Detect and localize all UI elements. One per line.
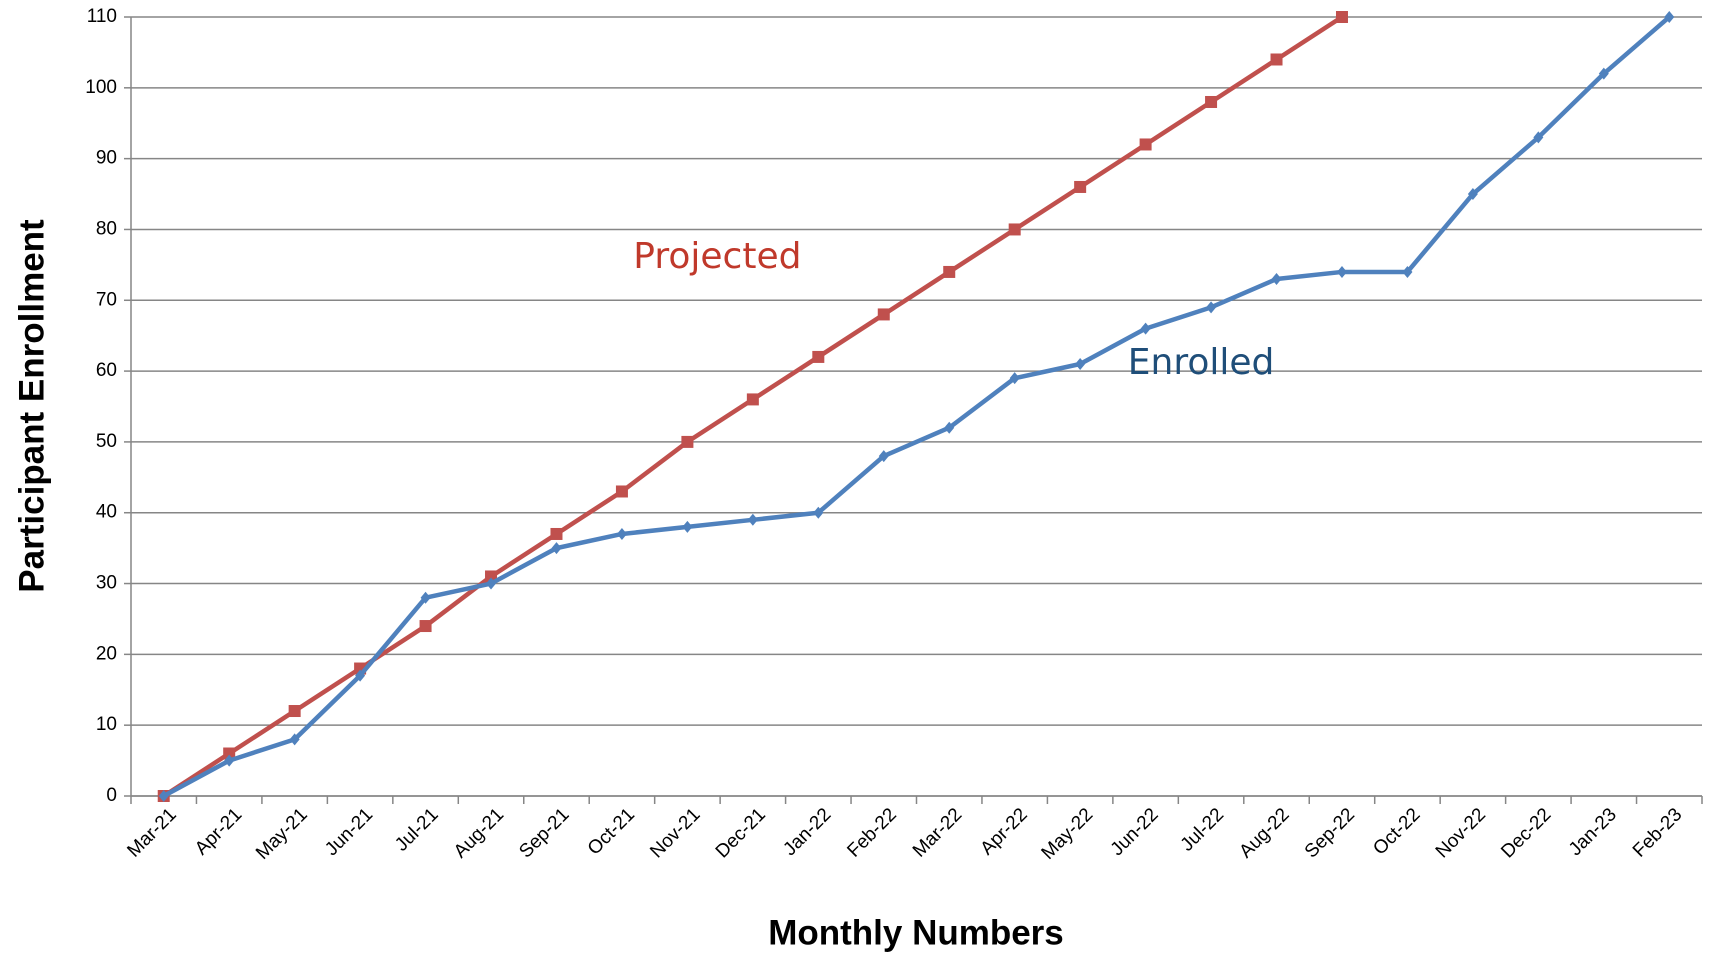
x-tick-label: Jan-22	[779, 804, 835, 860]
marker	[1074, 180, 1087, 193]
x-tick-label: Jan-23	[1565, 804, 1621, 860]
marker	[1335, 11, 1348, 23]
x-tick-label: Aug-22	[1235, 804, 1293, 862]
marker	[551, 542, 562, 555]
marker	[615, 485, 628, 498]
x-tick-label: Oct-21	[584, 804, 639, 859]
x-tick-label: Sep-22	[1301, 804, 1359, 862]
marker	[486, 577, 497, 590]
marker	[1336, 265, 1347, 278]
marker	[877, 308, 890, 321]
x-axis-title: Monthly Numbers	[768, 913, 1064, 952]
x-tick-label: Jun-22	[1107, 804, 1163, 860]
x-tick-label: Apr-22	[977, 804, 1032, 859]
marker	[1402, 265, 1413, 278]
y-tick-label: 60	[96, 360, 117, 381]
y-tick-label: 20	[96, 643, 117, 664]
marker	[1467, 188, 1478, 201]
marker	[1140, 322, 1151, 335]
marker	[1205, 95, 1218, 108]
y-tick-label: 30	[96, 573, 117, 594]
x-tick-label: Dec-22	[1497, 804, 1555, 862]
x-tick-label: Dec-21	[712, 804, 770, 862]
marker	[813, 506, 824, 519]
marker	[420, 591, 431, 604]
marker	[223, 747, 236, 760]
y-axis-title: Participant Enrollment	[12, 219, 51, 593]
series-line	[162, 15, 1671, 798]
marker	[616, 527, 627, 540]
marker	[1271, 273, 1282, 286]
marker	[746, 393, 759, 406]
x-tick-label: Mar-21	[123, 804, 180, 861]
y-tick-label: 90	[96, 148, 117, 169]
marker	[1664, 11, 1675, 23]
marker	[550, 527, 563, 540]
marker	[1008, 223, 1021, 236]
x-tick-label: Aug-21	[450, 804, 508, 862]
y-tick-label: 0	[106, 785, 117, 806]
x-tick-label: Jul-22	[1177, 804, 1228, 855]
marker	[419, 620, 432, 633]
marker	[747, 513, 758, 526]
marker	[355, 669, 366, 682]
x-tick-label: May-22	[1038, 804, 1098, 864]
marker	[224, 754, 235, 767]
marker	[288, 705, 301, 718]
y-tick-label: 70	[96, 289, 117, 310]
x-tick-label: Sep-21	[515, 804, 573, 862]
x-tick-label: Feb-22	[843, 804, 900, 861]
x-tick-label: May-21	[252, 804, 312, 864]
annotation: Enrolled	[1128, 342, 1275, 383]
x-tick-label: Oct-22	[1369, 804, 1424, 859]
marker	[1206, 301, 1217, 314]
marker	[1009, 372, 1020, 385]
marker	[1533, 131, 1544, 144]
x-tick-label: Nov-21	[646, 804, 704, 862]
marker	[158, 790, 169, 802]
marker	[289, 733, 300, 746]
series-line	[162, 15, 1344, 798]
y-tick-label: 110	[87, 6, 117, 27]
x-tick-label: Apr-21	[191, 804, 246, 859]
y-tick-label: 50	[96, 431, 117, 452]
marker	[682, 520, 693, 533]
marker	[1598, 67, 1609, 80]
marker	[944, 421, 955, 434]
x-tick-label: Jul-21	[391, 804, 442, 855]
x-tick-label: Feb-23	[1629, 804, 1686, 861]
y-tick-label: 80	[96, 218, 117, 239]
y-tick-label: 100	[85, 77, 117, 98]
marker	[1075, 358, 1086, 371]
marker	[943, 265, 956, 278]
y-tick-label: 10	[96, 714, 117, 735]
annotation: Projected	[633, 236, 801, 277]
x-tick-label: Mar-22	[909, 804, 966, 861]
x-tick-label: Jun-21	[321, 804, 377, 860]
y-tick-label: 40	[96, 502, 117, 523]
marker	[1139, 138, 1152, 151]
marker	[1270, 53, 1283, 66]
x-tick-label: Nov-22	[1432, 804, 1490, 862]
marker	[878, 450, 889, 463]
marker	[812, 350, 825, 363]
marker	[681, 435, 694, 448]
